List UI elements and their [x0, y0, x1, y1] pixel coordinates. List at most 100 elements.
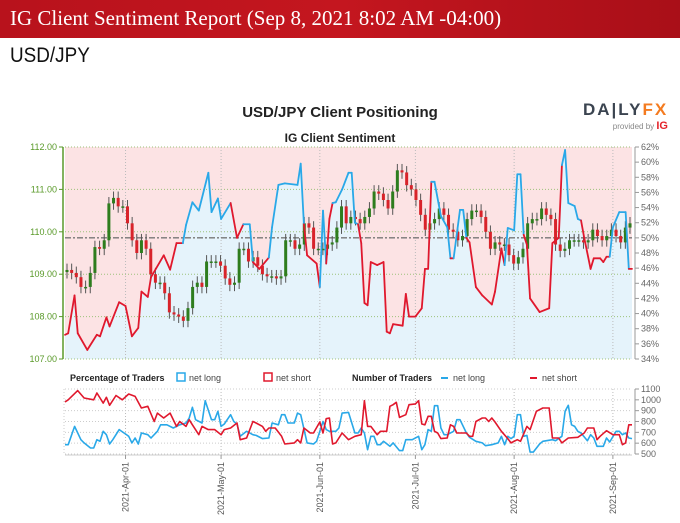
legend-num-short: net short — [542, 373, 578, 383]
price-tick-label: 107.00 — [29, 354, 57, 364]
sentiment-line-segment — [503, 227, 509, 267]
count-tick-label: 600 — [641, 438, 656, 448]
price-candle — [265, 274, 269, 277]
price-candle — [488, 231, 492, 249]
price-candle — [79, 277, 83, 287]
price-candle — [223, 265, 227, 279]
price-candle — [237, 248, 241, 283]
price-candle — [344, 206, 348, 224]
price-candle — [209, 261, 213, 263]
percent-tick-label: 44% — [641, 278, 659, 288]
price-candle — [163, 282, 167, 294]
price-candle — [591, 229, 595, 241]
price-candle — [70, 269, 74, 273]
price-candle — [349, 216, 353, 224]
price-candle — [516, 257, 520, 264]
price-candle — [544, 208, 548, 215]
sentiment-line-segment — [229, 202, 238, 239]
count-tick-label: 1100 — [641, 384, 660, 394]
price-candle — [456, 231, 460, 241]
price-candle — [623, 227, 627, 243]
count-tick-label: 800 — [641, 417, 656, 427]
price-candle — [84, 286, 88, 289]
sentiment-line-segment — [150, 254, 165, 279]
price-tick-label: 112.00 — [30, 142, 57, 152]
sentiment-line-segment — [277, 182, 286, 186]
dailyfx-logo: DA|LYFX provided by IG — [583, 100, 669, 132]
price-candle — [367, 208, 371, 217]
percent-tick-label: 38% — [641, 324, 659, 334]
count-tick-label: 700 — [641, 427, 656, 437]
price-candle — [493, 242, 497, 249]
price-candle — [521, 248, 525, 258]
price-candle — [395, 170, 399, 192]
price-candle — [558, 244, 562, 251]
price-candle — [391, 191, 395, 209]
price-candle — [372, 191, 376, 209]
sentiment-line-segment — [105, 316, 111, 328]
sentiment-line-segment — [567, 202, 576, 207]
percent-tick-label: 50% — [641, 233, 659, 243]
percent-tick-label: 48% — [641, 248, 659, 258]
sentiment-line-segment — [146, 276, 152, 298]
price-candle — [167, 293, 171, 313]
price-candle — [442, 208, 446, 215]
price-candle — [214, 261, 218, 263]
price-candle — [474, 210, 478, 213]
sentiment-line-segment — [341, 171, 350, 191]
price-candle — [479, 210, 483, 217]
legend-num-long: net long — [453, 373, 485, 383]
sentiment-line-segment — [462, 208, 468, 239]
sentiment-line-segment — [519, 173, 525, 236]
price-candle — [312, 227, 316, 249]
price-candle — [433, 219, 437, 224]
price-candle — [172, 312, 176, 315]
legend-percentage-title: Percentage of Traders — [70, 373, 165, 383]
sentiment-line-segment — [366, 261, 372, 307]
price-candle — [102, 240, 106, 249]
price-candle — [93, 247, 97, 273]
sentiment-line-segment — [525, 243, 531, 300]
sentiment-line-segment — [207, 171, 213, 214]
price-candle — [139, 240, 143, 253]
price-candle — [586, 240, 590, 243]
sentiment-line-segment — [611, 211, 621, 229]
price-candle — [125, 206, 129, 224]
price-candle — [279, 276, 283, 279]
price-candle — [498, 242, 502, 245]
sentiment-line-segment — [169, 242, 178, 271]
sentiment-line-segment — [325, 218, 331, 265]
price-candle — [419, 200, 423, 215]
sentiment-line-segment — [551, 236, 560, 245]
sentiment-line-segment — [602, 255, 608, 263]
date-tick-label: 2021-Apr-01 — [121, 462, 131, 512]
price-candle — [288, 240, 292, 242]
sentiment-line-segment — [446, 226, 452, 260]
legend-number-title: Number of Traders — [352, 373, 432, 383]
price-candle — [470, 210, 474, 220]
sentiment-line-segment — [389, 323, 394, 335]
sentiment-line-segment — [108, 301, 121, 328]
price-candle — [554, 219, 558, 245]
legend-pct-long: net long — [189, 373, 221, 383]
sentiment-line-segment — [124, 305, 133, 338]
sentiment-line-segment — [414, 307, 423, 318]
sentiment-line-segment — [299, 162, 305, 226]
price-candle — [149, 248, 153, 275]
percent-tick-label: 46% — [641, 263, 659, 273]
sentiment-line-segment — [490, 290, 496, 306]
date-tick-label: 2021-Aug-01 — [509, 462, 519, 514]
sentiment-line-segment — [548, 242, 554, 310]
sentiment-line-segment — [216, 197, 222, 220]
sentiment-line-segment — [140, 290, 149, 298]
price-candle — [307, 223, 311, 228]
sentiment-line-segment — [580, 219, 586, 239]
price-candle — [340, 206, 344, 228]
net-long-count-line — [65, 399, 633, 453]
percent-tick-label: 36% — [641, 339, 659, 349]
legend-pct-long-swatch — [176, 372, 186, 382]
sentiment-line-segment — [236, 223, 245, 239]
sentiment-line-segment — [404, 292, 410, 318]
sentiment-line-segment — [162, 254, 172, 271]
price-candle — [568, 240, 572, 249]
